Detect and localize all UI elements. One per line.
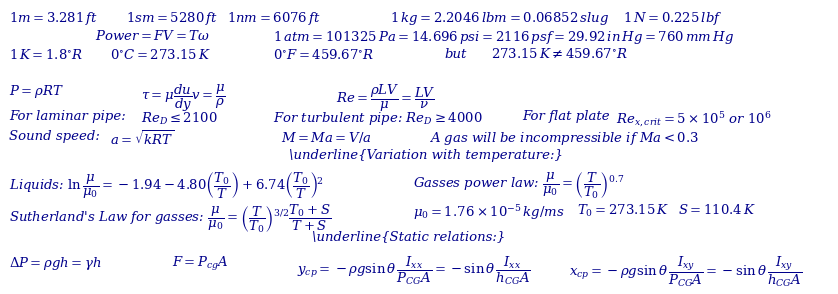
Text: $Power = FV = T\omega$: $Power = FV = T\omega$ bbox=[95, 29, 210, 43]
Text: $S = 110.4\,K$: $S = 110.4\,K$ bbox=[678, 203, 756, 217]
Text: Sound speed:: Sound speed: bbox=[9, 130, 100, 143]
Text: $0^{\circ}C = 273.15\,K$: $0^{\circ}C = 273.15\,K$ bbox=[111, 48, 211, 62]
Text: but: but bbox=[444, 48, 467, 61]
Text: $\mu_0 = 1.76\times10^{-5}\,kg/ms$: $\mu_0 = 1.76\times10^{-5}\,kg/ms$ bbox=[413, 203, 565, 222]
Text: $0^{\circ}F = 459.67^{\circ}R$: $0^{\circ}F = 459.67^{\circ}R$ bbox=[273, 48, 375, 62]
Text: $M = Ma = V/a$: $M = Ma = V/a$ bbox=[282, 130, 372, 145]
Text: $F = P_{cg}A$: $F = P_{cg}A$ bbox=[173, 255, 230, 273]
Text: $1\,atm = 101325\,Pa = 14.696\,psi = 2116\,psf = 29.92\,in\,Hg = 760\,mm\,Hg$: $1\,atm = 101325\,Pa = 14.696\,psi = 211… bbox=[273, 29, 734, 46]
Text: $1sm = 5280\,ft$: $1sm = 5280\,ft$ bbox=[126, 10, 218, 26]
Text: $P = \rho RT$: $P = \rho RT$ bbox=[9, 83, 64, 100]
Text: For flat plate: For flat plate bbox=[522, 111, 610, 123]
Text: \underline{Variation with temperature:}: \underline{Variation with temperature:} bbox=[289, 149, 563, 162]
Text: $y_{cp} = -\rho g\sin\theta\,\dfrac{I_{xx}}{P_{CG}A} = -\sin\theta\,\dfrac{I_{xx: $y_{cp} = -\rho g\sin\theta\,\dfrac{I_{x… bbox=[297, 255, 530, 287]
Text: $1m = 3.281\,ft$: $1m = 3.281\,ft$ bbox=[9, 10, 98, 26]
Text: $a = \sqrt{kRT}$: $a = \sqrt{kRT}$ bbox=[111, 130, 174, 148]
Text: $x_{cp} = -\rho g\sin\theta\,\dfrac{I_{xy}}{P_{CG}A} = -\sin\theta\,\dfrac{I_{xy: $x_{cp} = -\rho g\sin\theta\,\dfrac{I_{x… bbox=[569, 255, 802, 289]
Text: $273.15\,K \neq 459.67^{\circ}R$: $273.15\,K \neq 459.67^{\circ}R$ bbox=[491, 48, 628, 61]
Text: \underline{Static relations:}: \underline{Static relations:} bbox=[313, 230, 505, 243]
Text: $1\,K = 1.8^{\circ}R$: $1\,K = 1.8^{\circ}R$ bbox=[9, 48, 83, 62]
Text: $\tau = \mu\dfrac{du}{dy}v = \dfrac{\mu}{\rho}$: $\tau = \mu\dfrac{du}{dy}v = \dfrac{\mu}… bbox=[142, 83, 226, 114]
Text: Liquids: $\ln\dfrac{\mu}{\mu_0} = -1.94 - 4.80\left(\dfrac{T_0}{T}\right) + 6.74: Liquids: $\ln\dfrac{\mu}{\mu_0} = -1.94 … bbox=[9, 171, 324, 201]
Text: Gasses power law: $\dfrac{\mu}{\mu_0} = \left(\dfrac{T}{T_0}\right)^{0.7}$: Gasses power law: $\dfrac{\mu}{\mu_0} = … bbox=[413, 171, 625, 201]
Text: $1\,kg = 2.2046\,lbm = 0.06852\,slug$: $1\,kg = 2.2046\,lbm = 0.06852\,slug$ bbox=[391, 10, 609, 26]
Text: A gas will be incompressible if $Ma < 0.3$: A gas will be incompressible if $Ma < 0.… bbox=[429, 130, 699, 146]
Text: Sutherland's Law for gasses: $\dfrac{\mu}{\mu_0} = \left(\dfrac{T}{T_0}\right)^{: Sutherland's Law for gasses: $\dfrac{\mu… bbox=[9, 203, 331, 235]
Text: $Re = \dfrac{\rho LV}{\mu} = \dfrac{LV}{\nu}$: $Re = \dfrac{\rho LV}{\mu} = \dfrac{LV}{… bbox=[336, 83, 435, 114]
Text: $\Delta P = \rho gh = \gamma h$: $\Delta P = \rho gh = \gamma h$ bbox=[9, 255, 102, 272]
Text: For laminar pipe:: For laminar pipe: bbox=[9, 111, 126, 123]
Text: $Re_{x,crit} = 5\times10^5$ or $10^6$: $Re_{x,crit} = 5\times10^5$ or $10^6$ bbox=[616, 111, 771, 129]
Text: For turbulent pipe: $Re_D \geq 4000$: For turbulent pipe: $Re_D \geq 4000$ bbox=[273, 111, 483, 127]
Text: $T_0 = 273.15\,K$: $T_0 = 273.15\,K$ bbox=[577, 203, 669, 219]
Text: $1nm = 6076\,ft$: $1nm = 6076\,ft$ bbox=[227, 10, 321, 26]
Text: $Re_D \leq 2100$: $Re_D \leq 2100$ bbox=[142, 111, 218, 126]
Text: $1\,N = 0.225\,lbf$: $1\,N = 0.225\,lbf$ bbox=[623, 10, 723, 26]
